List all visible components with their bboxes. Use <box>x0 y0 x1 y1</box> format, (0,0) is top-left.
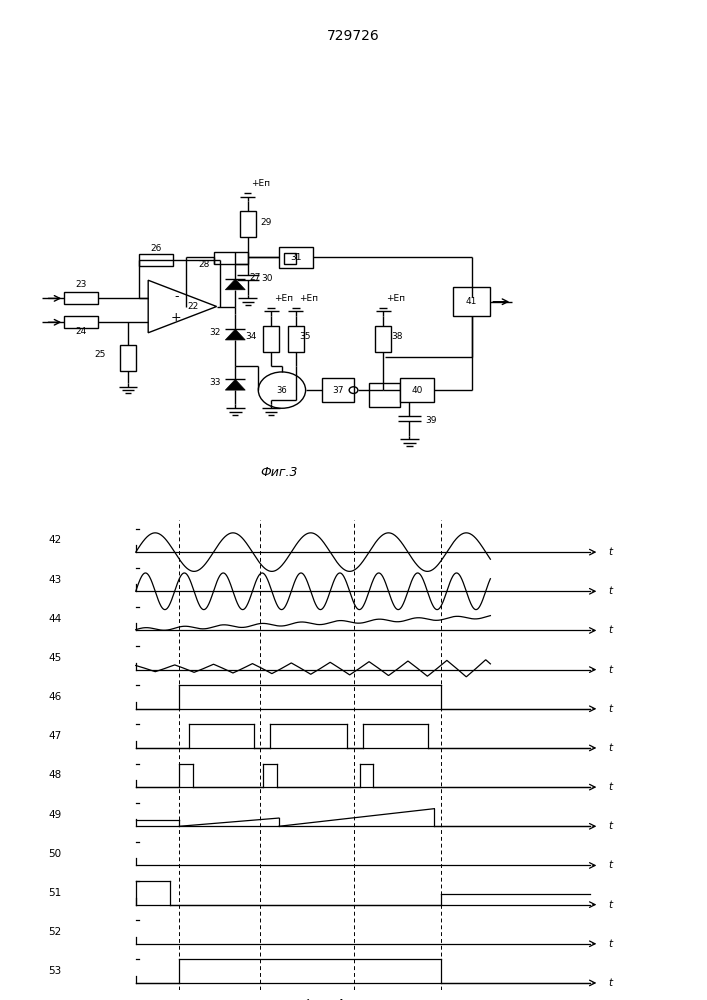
Text: 25: 25 <box>94 350 105 359</box>
Bar <box>369 383 400 407</box>
Text: 34: 34 <box>245 332 257 341</box>
Text: +: + <box>171 311 182 324</box>
Text: 47: 47 <box>49 731 62 741</box>
Text: 42: 42 <box>49 535 62 545</box>
Bar <box>288 326 304 352</box>
Bar <box>400 378 434 402</box>
Text: 48: 48 <box>49 770 62 780</box>
Text: 43: 43 <box>49 575 62 585</box>
Text: 51: 51 <box>49 888 62 898</box>
Bar <box>64 316 98 328</box>
Text: 24: 24 <box>76 327 87 336</box>
Text: 32: 32 <box>210 328 221 337</box>
Bar <box>375 326 391 352</box>
Text: +Eп: +Eп <box>386 294 405 303</box>
Text: t: t <box>609 782 613 792</box>
Polygon shape <box>226 329 245 340</box>
Text: t: t <box>609 978 613 988</box>
Bar <box>214 252 247 263</box>
Bar <box>279 247 313 268</box>
Text: t: t <box>609 821 613 831</box>
Text: t: t <box>609 860 613 870</box>
Polygon shape <box>226 279 245 290</box>
Text: Фиг. 4: Фиг. 4 <box>302 998 343 1000</box>
Text: 44: 44 <box>49 614 62 624</box>
Text: +Eп: +Eп <box>251 179 270 188</box>
Text: 37: 37 <box>332 386 344 395</box>
Text: 30: 30 <box>262 274 273 283</box>
Text: t: t <box>609 586 613 596</box>
Text: 35: 35 <box>299 332 310 341</box>
Text: 22: 22 <box>187 302 199 311</box>
Text: 40: 40 <box>411 386 423 395</box>
Polygon shape <box>148 280 216 333</box>
Text: 46: 46 <box>49 692 62 702</box>
Text: 27: 27 <box>249 273 260 282</box>
Text: Фиг.3: Фиг.3 <box>260 466 298 479</box>
Text: +Eп: +Eп <box>299 294 318 303</box>
Text: 28: 28 <box>199 260 210 269</box>
Bar <box>240 211 256 237</box>
Text: t: t <box>609 939 613 949</box>
Text: 31: 31 <box>290 253 301 262</box>
Bar <box>120 345 136 371</box>
Text: 49: 49 <box>49 810 62 820</box>
Bar <box>284 253 296 263</box>
Text: +Eп: +Eп <box>274 294 293 303</box>
Bar <box>322 378 354 402</box>
Text: t: t <box>609 665 613 675</box>
Bar <box>139 254 173 266</box>
Text: 39: 39 <box>425 416 436 425</box>
Text: 29: 29 <box>260 218 271 227</box>
Text: 23: 23 <box>76 280 87 289</box>
Text: t: t <box>609 625 613 635</box>
Text: 26: 26 <box>150 244 161 253</box>
Text: 36: 36 <box>276 386 287 395</box>
Text: 41: 41 <box>466 297 477 306</box>
Bar <box>64 292 98 304</box>
Text: 33: 33 <box>210 378 221 387</box>
Text: 50: 50 <box>49 849 62 859</box>
Text: 53: 53 <box>49 966 62 976</box>
Text: t: t <box>609 704 613 714</box>
Text: 38: 38 <box>391 332 403 341</box>
Text: 729726: 729726 <box>327 29 380 43</box>
Polygon shape <box>226 379 245 390</box>
Text: t: t <box>609 547 613 557</box>
Bar <box>453 287 491 316</box>
Text: t: t <box>609 743 613 753</box>
Text: -: - <box>174 290 178 303</box>
Text: t: t <box>609 900 613 910</box>
Text: 45: 45 <box>49 653 62 663</box>
Bar <box>263 326 279 352</box>
Text: 52: 52 <box>49 927 62 937</box>
